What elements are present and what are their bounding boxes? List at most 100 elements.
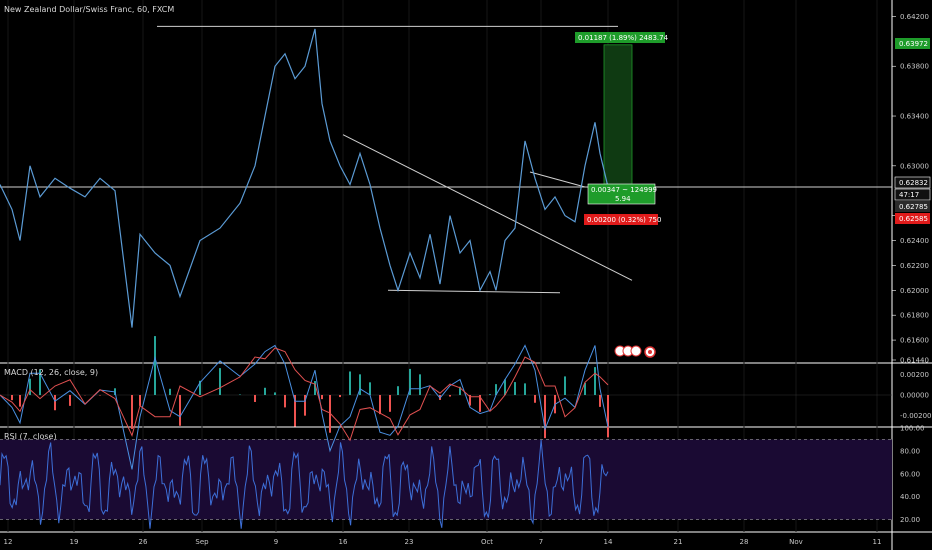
macd-hist-bar — [254, 395, 256, 402]
events-icon[interactable] — [614, 345, 642, 357]
macd-hist-bar — [339, 395, 341, 398]
rsi-tick-label-1: 80.00 — [900, 447, 920, 455]
stop-price-tag-text: 0.62585 — [899, 215, 928, 223]
time-tick-label-5: 16 — [339, 538, 348, 546]
flag-line — [529, 171, 586, 188]
macd-hist-bar — [179, 395, 181, 426]
price-tick-label-8: 0.61800 — [900, 312, 929, 320]
macd-hist-bar — [329, 395, 331, 433]
macd-hist-bar — [419, 374, 421, 395]
macd-hist-bar — [199, 380, 201, 395]
macd-hist-bar — [389, 395, 391, 412]
macd-hist-bar — [495, 384, 497, 395]
macd-hist-bar — [469, 395, 471, 406]
time-tick-label-9: 14 — [604, 538, 613, 546]
macd-hist-bar — [449, 395, 451, 397]
rsi-line — [0, 439, 609, 529]
profit-zone — [604, 44, 632, 193]
macd-hist-bar — [304, 395, 306, 416]
entry-price-tag: 0.62785 — [895, 201, 930, 212]
time-axis[interactable]: 12 19 26 Sep 9 16 23 Oct 7 14 21 28 Nov 11 — [4, 538, 882, 546]
price-tick-label-9: 0.61600 — [900, 337, 929, 345]
macd-hist-bar — [359, 374, 361, 395]
countdown-tag-text: 47:17 — [899, 191, 919, 199]
macd-hist-bar — [264, 387, 266, 395]
macd-hist-bar — [607, 395, 609, 438]
macd-hist-bar — [154, 336, 156, 395]
macd-hist-bar — [274, 392, 276, 395]
entry-label[interactable]: 0.00347 ~ 124999 5.94 — [587, 183, 657, 205]
entry-label-line1: 0.00347 ~ 124999 — [591, 186, 657, 194]
macd-hist-bar — [39, 369, 41, 395]
rsi-axis: 100.00 80.00 60.00 40.00 20.00 — [900, 425, 925, 525]
macd-hist-bar — [131, 395, 133, 429]
time-tick-label-7: Oct — [481, 538, 493, 546]
rsi-title: RSI (7, close) — [4, 432, 57, 441]
macd-hist-bar — [321, 395, 323, 400]
countdown-tag: 47:17 — [894, 188, 931, 201]
macd-hist-bar — [11, 395, 13, 401]
target-label-text: 0.01187 (1.89%) 2483.74 — [578, 34, 669, 42]
stop-label[interactable]: 0.00200 (0.32%) 750 — [584, 214, 661, 225]
price-tick-label-3: 0.63000 — [900, 162, 929, 170]
price-tick-label-1: 0.63800 — [900, 63, 929, 71]
time-tick-label-2: 26 — [139, 538, 148, 546]
macd-hist-bar — [369, 382, 371, 395]
macd-hist-bar — [284, 395, 286, 408]
time-tick-label-0: 12 — [4, 538, 13, 546]
macd-hist-bar — [504, 379, 506, 395]
time-tick-label-13: 11 — [873, 538, 882, 546]
macd-hist-bar — [294, 395, 296, 427]
macd-hist-bar — [599, 395, 601, 407]
macd-hist-bar — [397, 386, 399, 395]
macd-hist-bar — [314, 381, 316, 395]
macd-hist-bar — [219, 368, 221, 395]
price-tick-label-10: 0.61440 — [900, 357, 929, 365]
time-tick-label-6: 23 — [405, 538, 414, 546]
stop-label-text: 0.00200 (0.32%) 750 — [587, 216, 661, 224]
macd-hist-bar — [54, 395, 56, 411]
rsi-band-fill — [0, 439, 892, 520]
support-line — [387, 289, 561, 294]
time-tick-label-11: 28 — [740, 538, 749, 546]
price-tick-label-2: 0.63400 — [900, 113, 929, 121]
symbol-title: New Zealand Dollar/Swiss Franc, 60, FXCM — [4, 5, 174, 14]
rsi-tick-label-0: 100.00 — [900, 425, 925, 433]
descending-trendline — [342, 134, 633, 281]
macd-hist-bar — [514, 382, 516, 395]
target-label[interactable]: 0.01187 (1.89%) 2483.74 — [575, 32, 669, 43]
rsi-tick-label-4: 20.00 — [900, 516, 920, 524]
rsi-indicator — [0, 439, 609, 529]
macd-signal-line — [0, 347, 609, 442]
macd-hist-bar — [69, 395, 71, 406]
entry-label-line2: 5.94 — [615, 195, 631, 203]
macd-hist-bar — [524, 383, 526, 395]
macd-hist-bar — [409, 368, 411, 395]
macd-hist-bar — [29, 378, 31, 395]
last-price-tag: 0.62832 — [894, 176, 931, 189]
price-tick-label-5: 0.62400 — [900, 237, 929, 245]
target-price-tag-text: 0.63972 — [899, 40, 928, 48]
macd-axis: 0.00200 0.00000 -0.00200 — [900, 371, 931, 420]
macd-hist-bar — [379, 395, 381, 415]
alert-icon[interactable] — [644, 346, 656, 358]
drawing-trendlines[interactable] — [0, 25, 892, 294]
macd-hist-bar — [349, 371, 351, 395]
price-series — [0, 28, 609, 328]
last-price-tag-text: 0.62832 — [899, 179, 928, 187]
macd-hist-bar — [459, 386, 461, 395]
macd-hist-bar — [534, 395, 536, 403]
macd-indicator — [0, 336, 892, 470]
macd-hist-bar — [19, 395, 21, 407]
macd-hist-bar — [479, 395, 481, 412]
macd-tick-label-2: -0.00200 — [900, 412, 931, 420]
rsi-band — [0, 439, 892, 520]
macd-hist-bar — [564, 376, 566, 395]
time-tick-label-10: 21 — [674, 538, 683, 546]
target-price-tag: 0.63972 — [895, 38, 930, 49]
price-tick-label-6: 0.62200 — [900, 262, 929, 270]
macd-title: MACD (12, 26, close, 9) — [4, 368, 98, 377]
macd-hist-bar — [544, 395, 546, 439]
rsi-tick-label-2: 60.00 — [900, 470, 920, 478]
